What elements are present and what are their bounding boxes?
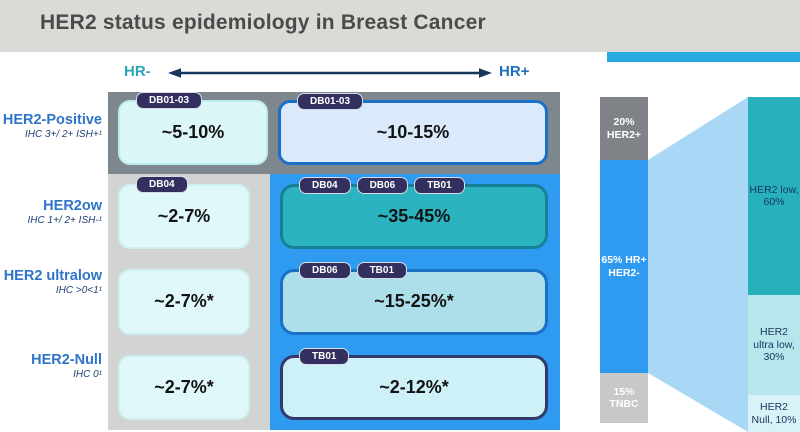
matrix-row: DB04 DB06 TB01 ~35-45% — [270, 174, 560, 259]
prevalence-matrix: DB01-03 ~5-10% DB01-03 ~10-15% DB04 ~2-7… — [108, 92, 560, 430]
hr-negative-panel: DB04 ~2-7% ~2-7%* ~2-7%* — [108, 174, 270, 430]
cell-value: ~10-15% — [376, 122, 450, 142]
badge-row: DB01-03 — [136, 92, 203, 109]
cell-her2positive-hrpos: DB01-03 ~10-15% — [278, 93, 548, 165]
cell-her2ultralow-hrpos: DB06 TB01 ~15-25%* — [280, 262, 548, 335]
trial-badge: DB04 — [299, 177, 351, 194]
cell-her2low-hrpos: DB04 DB06 TB01 ~35-45% — [280, 177, 548, 250]
segment-her2-low: HER2 low, 60% — [748, 97, 800, 295]
cell-her2positive-hrneg: DB01-03 ~5-10% — [118, 92, 268, 165]
segment-hrpos-her2neg: 65% HR+ HER2- — [600, 160, 648, 373]
badge-row: DB06 TB01 — [299, 262, 408, 280]
accent-bar — [607, 52, 800, 62]
cell-value: ~35-45% — [377, 206, 451, 227]
trial-badge: DB01-03 — [136, 92, 203, 109]
trial-badge: DB01-03 — [297, 93, 364, 110]
cell-value: ~2-7% — [157, 206, 211, 227]
matrix-row: DB04 ~2-7% — [108, 174, 270, 259]
badge-row: DB04 — [136, 176, 188, 193]
badge-row: DB04 DB06 TB01 — [299, 177, 465, 194]
matrix-row: DB06 TB01 ~15-25%* — [270, 259, 560, 344]
badge-row: TB01 — [299, 347, 350, 365]
segment-tnbc: 15% TNBC — [600, 373, 648, 423]
row-title: HER2-Null — [31, 352, 102, 368]
matrix-row-her2-positive: DB01-03 ~5-10% DB01-03 ~10-15% — [108, 92, 560, 174]
cell-value: ~2-12%* — [379, 376, 449, 397]
trial-badge: DB06 — [356, 177, 409, 194]
hr-negative-label: HR- — [124, 63, 151, 80]
cell-value: ~2-7%* — [154, 376, 214, 397]
cell-value: ~15-25%* — [374, 291, 454, 312]
cell-value: ~5-10% — [161, 122, 225, 142]
trial-badge: TB01 — [356, 262, 408, 280]
cell-value: ~2-7%* — [154, 291, 214, 312]
row-subtitle: IHC 0¹ — [73, 369, 102, 380]
row-subtitle: IHC 1+/ 2+ ISH-¹ — [27, 215, 102, 226]
row-title: HER2ow — [43, 198, 102, 214]
row-label-her2-ultralow: HER2 ultralow IHC >0<1¹ — [0, 268, 102, 296]
hr-positive-panel: DB04 DB06 TB01 ~35-45% DB06 TB01 ~15-25%… — [270, 174, 560, 430]
badge-row: DB01-03 — [297, 93, 364, 110]
funnel-flow-band — [648, 97, 748, 432]
row-subtitle: IHC 3+/ 2+ ISH+¹ — [25, 129, 102, 140]
trial-badge: DB04 — [136, 176, 188, 193]
matrix-lower-section: DB04 ~2-7% ~2-7%* ~2-7%* DB04 — [108, 174, 560, 430]
row-label-her2-low: HER2ow IHC 1+/ 2+ ISH-¹ — [0, 198, 102, 226]
trial-badge: TB01 — [414, 177, 465, 194]
trial-badge: DB06 — [299, 262, 351, 280]
matrix-row: ~2-7%* — [108, 345, 270, 430]
row-title: HER2 ultralow — [3, 268, 102, 284]
segment-her2-ultralow: HER2 ultra low, 30% — [748, 295, 800, 395]
row-label-her2-positive: HER2-Positive IHC 3+/ 2+ ISH+¹ — [0, 112, 102, 140]
trial-badge: TB01 — [299, 347, 350, 365]
stacked-bar-all-breast-cancer: 20% HER2+ 65% HR+ HER2- 15% TNBC — [600, 97, 648, 423]
segment-her2-positive: 20% HER2+ — [600, 97, 648, 160]
prevalence-funnel-chart: 20% HER2+ 65% HR+ HER2- 15% TNBC HER2 lo… — [600, 97, 800, 432]
slide-title-band — [0, 0, 800, 52]
cell-her2null-hrneg: ~2-7%* — [118, 354, 250, 420]
cell-her2low-hrneg: DB04 ~2-7% — [118, 176, 250, 250]
hr-spectrum-arrow-icon — [168, 66, 492, 85]
row-subtitle: IHC >0<1¹ — [55, 285, 102, 296]
cell-her2ultralow-hrneg: ~2-7%* — [118, 269, 250, 335]
cell-her2null-hrpos: TB01 ~2-12%* — [280, 347, 548, 420]
stacked-bar-her2neg-breakdown: HER2 low, 60% HER2 ultra low, 30% HER2 N… — [748, 97, 800, 432]
matrix-row: TB01 ~2-12%* — [270, 345, 560, 430]
page-title: HER2 status epidemiology in Breast Cance… — [40, 11, 486, 34]
row-title: HER2-Positive — [2, 112, 102, 128]
hr-positive-label: HR+ — [499, 63, 530, 80]
row-label-her2-null: HER2-Null IHC 0¹ — [0, 352, 102, 380]
segment-her2-null: HER2 Null, 10% — [748, 395, 800, 432]
matrix-row: ~2-7%* — [108, 259, 270, 344]
